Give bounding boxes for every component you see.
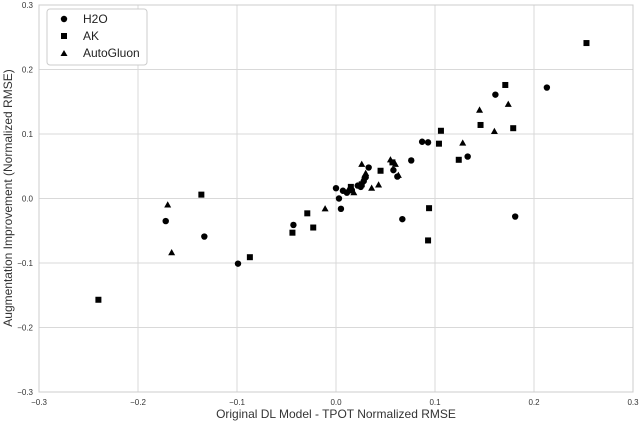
point-ak: [583, 40, 590, 47]
legend-label-h2o: H2O: [83, 12, 108, 26]
point-autogluon: [391, 160, 399, 167]
point-autogluon: [164, 201, 172, 208]
legend-marker-autogluon: [60, 50, 68, 56]
y-tick-label: −0.2: [17, 324, 33, 333]
x-tick-labels: −0.3 −0.2 −0.1 0.0 0.1 0.2 0.3: [31, 398, 639, 407]
point-h2o: [290, 221, 297, 229]
x-tick-label: 0.2: [528, 398, 540, 407]
point-autogluon: [368, 184, 376, 191]
point-ak: [246, 254, 253, 261]
point-h2o: [337, 205, 345, 213]
y-tick-label: 0.2: [22, 66, 34, 75]
y-tick-label: −0.3: [17, 388, 33, 397]
x-axis-label: Original DL Model - TPOT Normalized RMSE: [216, 407, 456, 421]
y-axis-label: Augmentation Improvement (Normalized RMS…: [1, 69, 15, 326]
x-tick-label: 0.3: [627, 398, 639, 407]
point-ak: [455, 156, 462, 163]
point-ak: [304, 210, 311, 217]
point-h2o: [201, 233, 208, 240]
point-autogluon: [358, 160, 366, 167]
x-tick-label: 0.0: [330, 398, 342, 407]
point-ak: [510, 125, 517, 132]
point-autogluon: [394, 171, 402, 178]
point-autogluon: [362, 169, 370, 176]
x-tick-label: −0.2: [130, 398, 146, 407]
point-ak: [435, 140, 442, 147]
point-ak: [289, 229, 296, 236]
legend: H2O AK AutoGluon: [46, 8, 148, 66]
point-h2o: [418, 138, 426, 145]
point-autogluon: [459, 139, 467, 146]
point-ak: [310, 224, 317, 231]
plot-frame: [38, 4, 634, 393]
legend-box: [46, 8, 148, 66]
legend-marker-h2o: [60, 15, 68, 23]
x-tick-label: −0.3: [31, 398, 47, 407]
point-autogluon: [168, 248, 176, 256]
point-ak: [426, 205, 433, 212]
legend-label-autogluon: AutoGluon: [83, 46, 140, 60]
point-h2o: [511, 213, 519, 220]
point-ak: [347, 183, 354, 190]
point-h2o: [390, 166, 397, 174]
point-h2o: [332, 184, 340, 192]
point-autogluon: [375, 181, 383, 188]
point-ak: [358, 181, 365, 188]
point-autogluon: [504, 100, 512, 107]
point-h2o: [543, 84, 551, 91]
y-tick-label: 0.1: [22, 130, 34, 139]
y-tick-label: −0.1: [17, 259, 33, 268]
point-autogluon: [386, 156, 394, 163]
point-ak: [477, 121, 484, 128]
point-autogluon: [490, 127, 498, 135]
x-tick-label: 0.1: [429, 398, 441, 407]
point-ak: [95, 296, 102, 303]
point-h2o: [234, 260, 242, 267]
point-autogluon: [321, 205, 329, 212]
point-ak: [425, 237, 432, 244]
y-tick-label: 0.0: [22, 195, 34, 204]
point-autogluon: [350, 188, 358, 196]
x-tick-label: −0.1: [229, 398, 245, 407]
point-h2o: [365, 164, 372, 171]
legend-marker-ak: [61, 33, 67, 39]
y-tick-label: 0.3: [22, 1, 34, 10]
point-ak: [502, 81, 509, 88]
point-h2o: [399, 215, 406, 223]
y-tick-labels: −0.3 −0.2 −0.1 0.0 0.1 0.2 0.3: [17, 1, 33, 397]
point-ak: [198, 191, 205, 198]
point-ak: [377, 167, 384, 174]
point-autogluon: [344, 187, 352, 194]
point-h2o: [162, 217, 169, 225]
point-h2o: [335, 195, 343, 202]
data-points: [95, 40, 590, 303]
point-h2o: [424, 139, 432, 146]
legend-label-ak: AK: [83, 29, 99, 43]
point-h2o: [408, 157, 415, 164]
point-h2o: [464, 153, 471, 160]
point-ak: [437, 127, 444, 134]
point-autogluon: [476, 106, 484, 113]
point-h2o: [492, 91, 499, 98]
